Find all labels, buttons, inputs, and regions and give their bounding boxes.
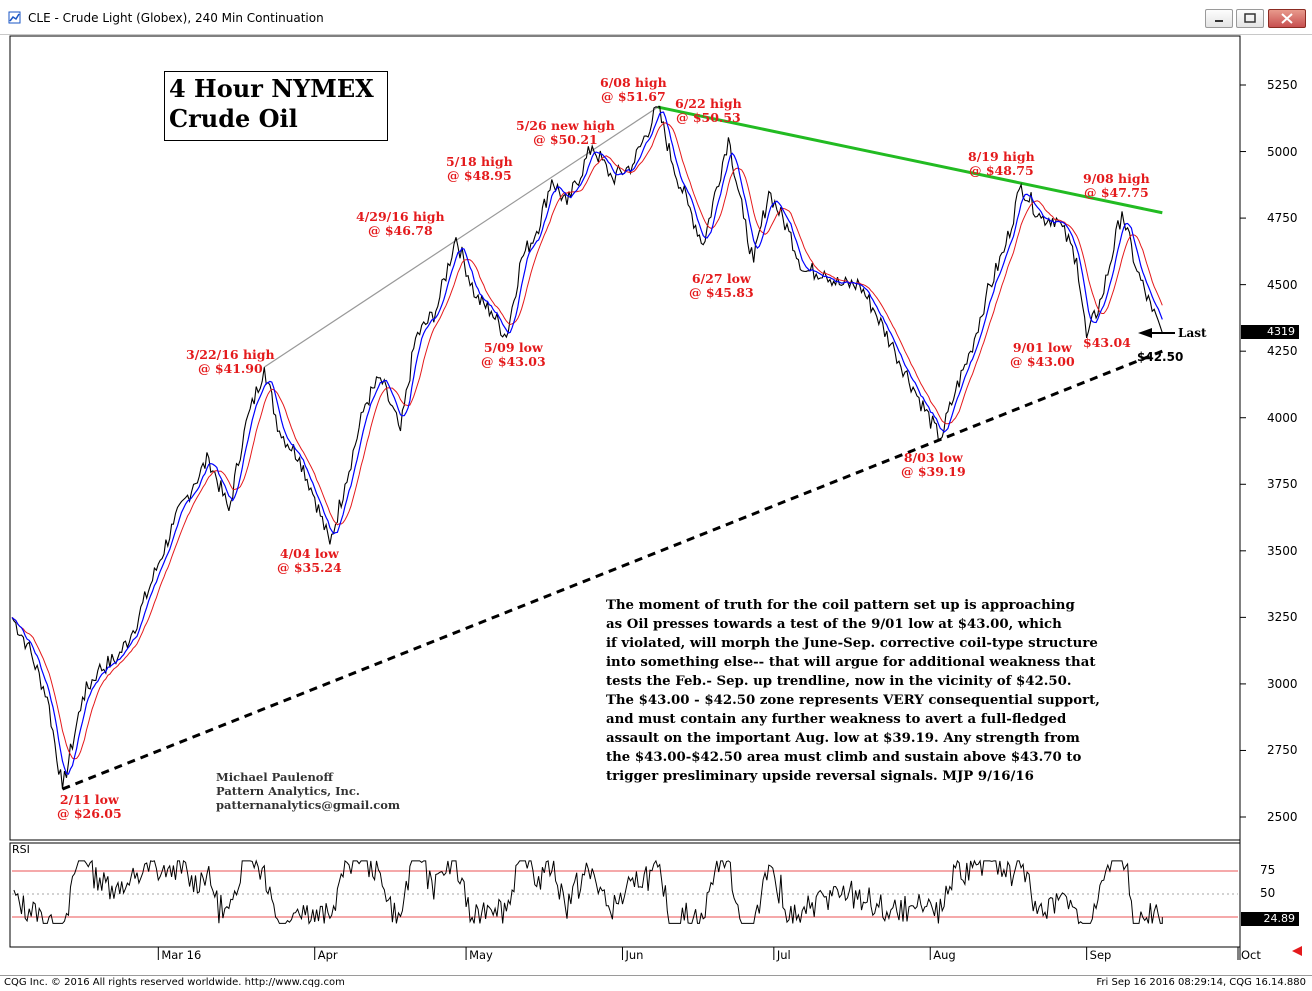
annotation-apr04-low: 4/04 low @ $35.24 xyxy=(277,546,342,575)
upper-trendline xyxy=(263,106,659,368)
annotation-sep01-low: 9/01 low @ $43.00 xyxy=(1010,340,1075,369)
commentary-line: The $43.00 - $42.50 zone represents VERY… xyxy=(606,693,1100,708)
author-credit: Michael Paulenoff Pattern Analytics, Inc… xyxy=(216,770,400,812)
commentary-text: The moment of truth for the coil pattern… xyxy=(606,596,1176,786)
window-title: CLE - Crude Light (Globex), 240 Min Cont… xyxy=(28,11,324,25)
month-label: Jun xyxy=(625,948,644,962)
price-tick-label: 3750 xyxy=(1267,477,1298,492)
last-label: Last xyxy=(1178,326,1207,340)
price-tick-label: 4000 xyxy=(1267,410,1298,425)
commentary-line: the $43.00-$42.50 area must climb and su… xyxy=(606,750,1082,765)
commentary-line: if violated, will morph the June-Sep. co… xyxy=(606,636,1098,651)
close-button[interactable] xyxy=(1268,9,1306,28)
commentary-line: assault on the important Aug. low at $39… xyxy=(606,731,1080,746)
price-tick-label: 3250 xyxy=(1267,610,1298,625)
annotation-may26-high: 5/26 new high @ $50.21 xyxy=(516,118,615,147)
chart-title-line1: 4 Hour NYMEX xyxy=(169,74,374,103)
author-email[interactable]: patternanalytics@gmail.com xyxy=(216,798,401,812)
minimize-button[interactable] xyxy=(1205,9,1233,28)
rsi-tick-label: 50 xyxy=(1260,886,1276,900)
month-label: Apr xyxy=(317,948,338,962)
trendline-value-label: $42.50 xyxy=(1137,350,1184,364)
commentary-line: into something else-- that will argue fo… xyxy=(606,655,1096,670)
timestamp-text: Fri Sep 16 2016 08:29:14, CQG 16.14.880 xyxy=(1096,977,1306,988)
annotation-mar22-high: 3/22/16 high @ $41.90 xyxy=(186,347,275,376)
last-price-marker: 4319 xyxy=(1241,325,1299,339)
slow-moving-average xyxy=(11,122,1163,760)
commentary-line: and must contain any further weakness to… xyxy=(606,712,1067,727)
annotation-may18-high: 5/18 high @ $48.95 xyxy=(446,154,513,183)
price-tick-label: 3000 xyxy=(1267,676,1298,691)
annotation-may09-low: 5/09 low @ $43.03 xyxy=(481,340,546,369)
commentary-line: tests the Feb.- Sep. up trendline, now i… xyxy=(606,674,1072,689)
price-tick-label: 3500 xyxy=(1267,543,1298,558)
price-tick-label: 4750 xyxy=(1267,211,1298,226)
chart-title-line2: Crude Oil xyxy=(169,104,298,133)
annotation-apr29-high: 4/29/16 high @ $46.78 xyxy=(356,209,445,238)
status-bar: CQG Inc. © 2016 All rights reserved worl… xyxy=(0,975,1312,991)
price-tick-label: 4500 xyxy=(1267,277,1298,292)
author-name: Michael Paulenoff xyxy=(216,770,333,784)
month-label: Mar 16 xyxy=(161,948,202,962)
copyright-text: CQG Inc. © 2016 All rights reserved worl… xyxy=(4,977,345,988)
annotation-sep08-high: 9/08 high @ $47.75 xyxy=(1083,171,1150,200)
scroll-arrow-icon[interactable] xyxy=(1292,946,1302,956)
last-arrow xyxy=(1138,328,1175,338)
price-tick-label: 5250 xyxy=(1267,78,1298,92)
commentary-line: as Oil presses towards a test of the 9/0… xyxy=(606,617,1062,632)
month-label: May xyxy=(469,948,493,962)
rsi-pane-label: RSI xyxy=(12,843,30,856)
annotation-jun27-low: 6/27 low @ $45.83 xyxy=(689,271,754,300)
app-icon xyxy=(8,11,21,24)
author-company: Pattern Analytics, Inc. xyxy=(216,784,360,798)
rsi-tick-label: 75 xyxy=(1260,863,1276,877)
resistance-trendline xyxy=(657,105,1163,215)
price-tick-label: 2500 xyxy=(1267,810,1298,824)
fast-moving-average xyxy=(11,111,1163,775)
rsi-series xyxy=(13,859,1163,925)
annotation-aug03-low: 8/03 low @ $39.19 xyxy=(901,450,966,479)
annotation-feb11-low: 2/11 low @ $26.05 xyxy=(57,792,122,821)
commentary-line: trigger presliminary upside reversal sig… xyxy=(606,769,1034,784)
price-series xyxy=(11,105,1163,790)
month-label: Sep xyxy=(1089,948,1112,962)
annotation-jun08-high: 6/08 high @ $51.67 xyxy=(600,75,667,104)
month-label: Aug xyxy=(933,948,956,962)
price-tick-label: 5000 xyxy=(1267,144,1298,159)
annotation-recent-low: $43.04 xyxy=(1083,335,1131,350)
annotation-aug19-high: 8/19 high @ $48.75 xyxy=(968,149,1035,178)
annotation-jun22-high: 6/22 high @ $50.53 xyxy=(675,96,742,125)
minimize-icon xyxy=(1215,20,1223,22)
rsi-value-marker: 24.89 xyxy=(1241,912,1299,926)
month-label: Jul xyxy=(776,948,791,962)
month-label: Oct xyxy=(1241,948,1261,962)
window-titlebar: CLE - Crude Light (Globex), 240 Min Cont… xyxy=(0,0,1312,35)
price-tick-label: 2750 xyxy=(1267,743,1298,758)
support-trendline xyxy=(61,349,1163,791)
maximize-button[interactable] xyxy=(1236,9,1264,28)
price-pane xyxy=(9,35,1241,841)
commentary-line: The moment of truth for the coil pattern… xyxy=(606,598,1075,613)
maximize-icon xyxy=(1244,13,1256,23)
close-icon xyxy=(1281,13,1293,24)
chart-title-box: 4 Hour NYMEX Crude Oil xyxy=(164,71,388,141)
price-tick-label: 4250 xyxy=(1267,344,1298,359)
